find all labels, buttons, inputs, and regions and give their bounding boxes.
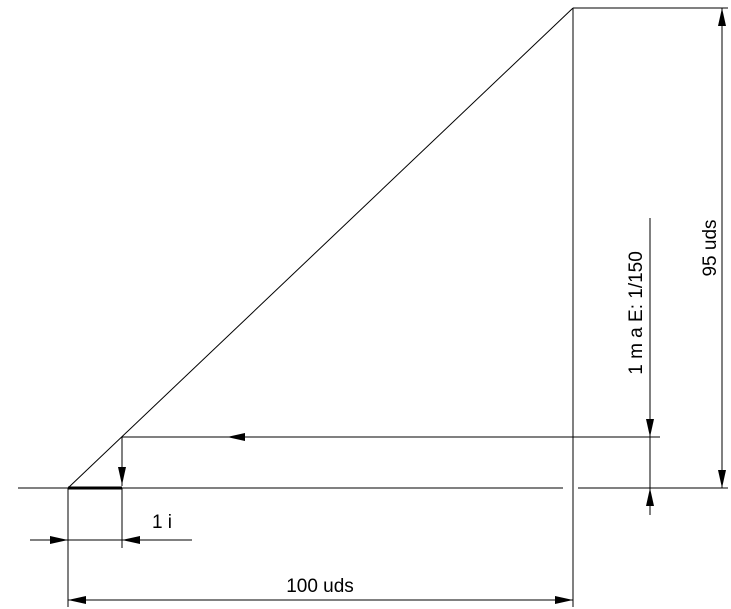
- scale-dim-arrow-down: [646, 419, 654, 437]
- scale-note-label: 1 m a E: 1/150: [626, 251, 647, 375]
- small-dim-arrow-right: [50, 536, 68, 544]
- small-dimension-label: 1 i: [152, 512, 172, 533]
- vertical-dimension-label: 95 uds: [700, 219, 721, 276]
- vertical-dim-arrow-bottom: [718, 470, 726, 488]
- drop-arrow-down: [118, 467, 126, 485]
- vertical-dim-arrow-top: [718, 8, 726, 26]
- scale-dim-arrow-up: [646, 488, 654, 506]
- triangle-hypotenuse: [67, 7, 574, 489]
- horizontal-dimension-label: 100 uds: [286, 576, 354, 597]
- small-dim-arrow-left: [122, 536, 140, 544]
- projection-arrow-left: [227, 433, 245, 441]
- horizontal-dim-arrow-right: [555, 596, 573, 604]
- horizontal-dim-arrow-left: [68, 596, 86, 604]
